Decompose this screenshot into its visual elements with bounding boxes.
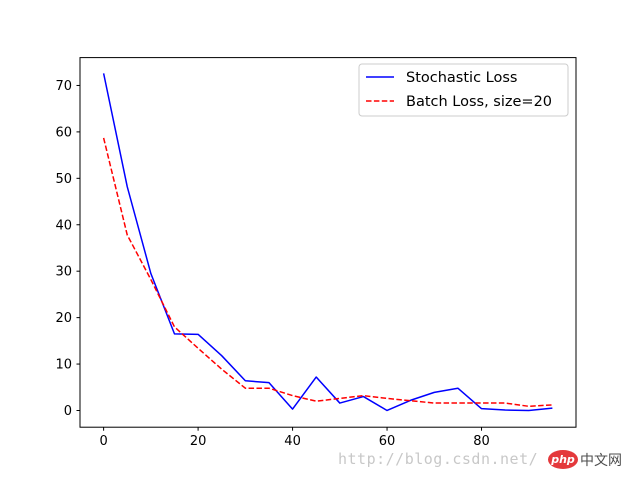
x-axis: 0 20 40 60 80 bbox=[99, 427, 490, 449]
y-tick-label: 20 bbox=[55, 311, 72, 326]
watermark-text: 中文网 bbox=[580, 453, 622, 469]
y-tick-label: 40 bbox=[55, 218, 72, 233]
y-tick-label: 50 bbox=[55, 172, 72, 187]
series-layer bbox=[102, 73, 553, 412]
plot-frame bbox=[79, 57, 577, 428]
y-tick-label: 60 bbox=[55, 125, 72, 140]
y-tick-label: 30 bbox=[55, 265, 72, 280]
legend: Stochastic Loss Batch Loss, size=20 bbox=[358, 63, 569, 117]
legend-box bbox=[358, 63, 569, 117]
watermark-url: http://blog.csdn.net/ bbox=[338, 450, 539, 468]
x-tick-label: 60 bbox=[379, 434, 396, 449]
legend-label-1: Batch Loss, size=20 bbox=[406, 94, 552, 110]
y-tick-label: 70 bbox=[55, 79, 72, 94]
series-line-0 bbox=[102, 73, 553, 412]
x-tick-label: 40 bbox=[284, 434, 301, 449]
legend-label-0: Stochastic Loss bbox=[406, 70, 517, 86]
y-tick-label: 10 bbox=[55, 358, 72, 373]
y-tick-label: 0 bbox=[64, 404, 72, 419]
x-tick-label: 20 bbox=[190, 434, 207, 449]
plot-area bbox=[80, 57, 576, 428]
series-line-1 bbox=[102, 137, 553, 408]
x-tick-label: 80 bbox=[473, 434, 490, 449]
x-tick-label: 0 bbox=[99, 434, 107, 449]
watermark-logo: php bbox=[548, 450, 578, 469]
y-axis: 0 10 20 30 40 50 60 70 bbox=[55, 79, 80, 419]
